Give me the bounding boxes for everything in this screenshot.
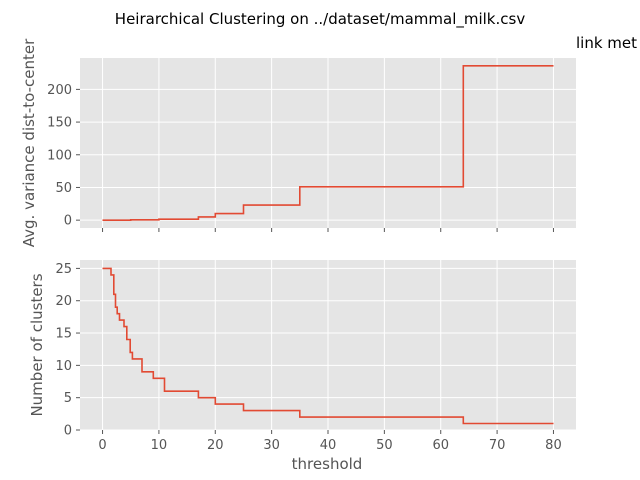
x-tick-label: 0 bbox=[98, 438, 106, 453]
x-tick-label: 60 bbox=[432, 438, 449, 453]
x-tick-label: 10 bbox=[151, 438, 168, 453]
top-tick-labels: 0 50 100 150 200 bbox=[47, 83, 554, 232]
y-tick-label: 50 bbox=[55, 181, 72, 196]
bottom-x-axis-label: threshold bbox=[292, 455, 363, 473]
link-method-annotation: link met bbox=[576, 34, 637, 52]
x-tick-label: 30 bbox=[263, 438, 280, 453]
y-tick-label: 150 bbox=[47, 116, 72, 131]
y-tick-label: 0 bbox=[64, 424, 72, 439]
top-chart-panel: 0 50 100 150 200 Avg. variance dist-to-cente… bbox=[20, 38, 576, 247]
x-tick-label: 40 bbox=[320, 438, 337, 453]
bottom-tick-labels: 0 10 20 30 40 50 60 70 80 0 5 10 15 20 25 bbox=[55, 262, 561, 453]
y-tick-label: 10 bbox=[55, 359, 72, 374]
x-tick-label: 80 bbox=[545, 438, 562, 453]
x-tick-label: 50 bbox=[376, 438, 393, 453]
figure-title: Heirarchical Clustering on ../dataset/ma… bbox=[115, 10, 526, 29]
bottom-y-axis-label: Number of clusters bbox=[28, 273, 46, 416]
avg-variance-series-line bbox=[102, 65, 554, 221]
y-tick-label: 25 bbox=[55, 262, 72, 277]
x-tick-label: 20 bbox=[207, 438, 224, 453]
y-tick-label: 0 bbox=[64, 214, 72, 229]
x-tick-label: 70 bbox=[489, 438, 506, 453]
y-tick-label: 15 bbox=[55, 327, 72, 342]
bottom-chart-panel: 0 10 20 30 40 50 60 70 80 0 5 10 15 20 25 Number of cl… bbox=[28, 260, 576, 473]
y-tick-label: 200 bbox=[47, 83, 72, 98]
y-tick-label: 100 bbox=[47, 148, 72, 163]
top-y-axis-label: Avg. variance dist-to-center bbox=[20, 38, 38, 247]
y-tick-label: 20 bbox=[55, 294, 72, 309]
y-tick-label: 5 bbox=[64, 391, 72, 406]
number-of-clusters-series-line bbox=[102, 267, 554, 425]
